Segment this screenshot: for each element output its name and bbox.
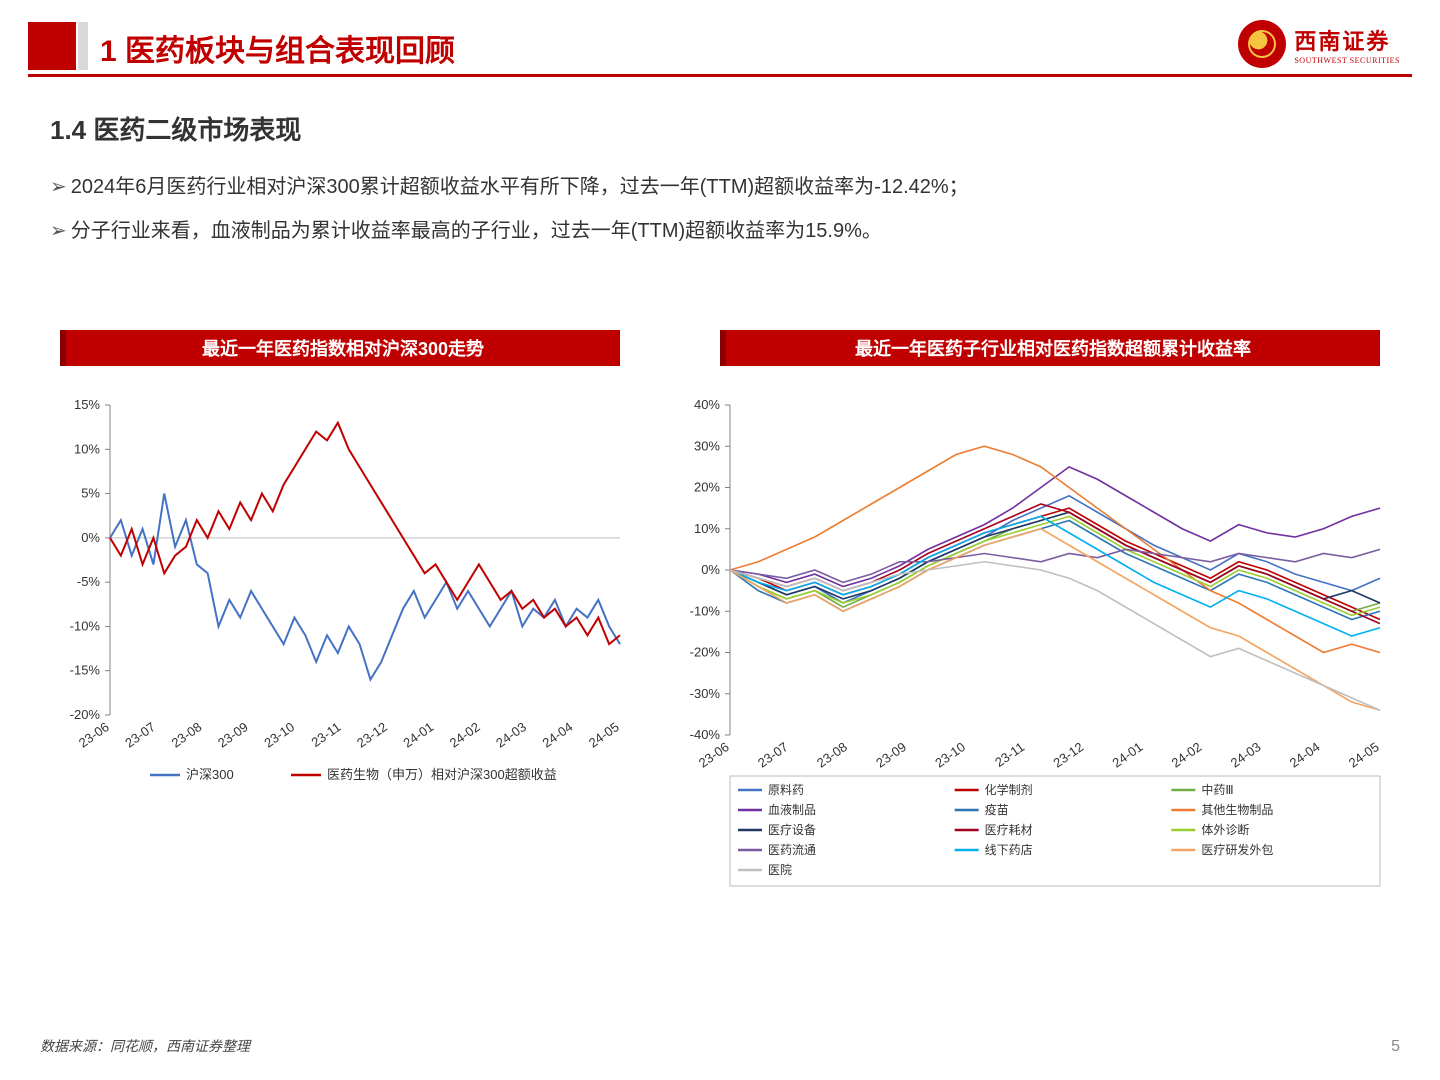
chart2: -40% -30% -20% -10% 0% 10% 20% 30% 40% 23-06 23-07… [660,385,1400,905]
svg-text:10%: 10% [694,521,720,536]
chart1: -20% -15% -10% -5% 0% 5% 10% 15% 23-06 23-07 23-08… [40,385,640,805]
svg-text:医院: 医院 [768,863,792,877]
svg-text:沪深300: 沪深300 [186,767,234,782]
svg-text:-40%: -40% [690,727,721,742]
svg-text:24-03: 24-03 [1228,739,1264,770]
bullet-list: 2024年6月医药行业相对沪深300累计超额收益水平有所下降，过去一年(TTM)… [50,165,1380,253]
svg-text:疫苗: 疫苗 [985,802,1009,817]
svg-text:23-12: 23-12 [354,719,390,750]
svg-text:医药生物（申万）相对沪深300超额收益: 医药生物（申万）相对沪深300超额收益 [327,767,557,782]
svg-text:23-06: 23-06 [696,739,732,770]
svg-text:24-05: 24-05 [586,719,622,750]
svg-text:23-11: 23-11 [992,739,1027,770]
svg-text:24-01: 24-01 [1110,739,1146,770]
chapter-title: 1 医药板块与组合表现回顾 [100,26,455,70]
svg-text:0%: 0% [701,562,720,577]
svg-text:医药流通: 医药流通 [768,843,816,857]
page-number: 5 [1391,1038,1400,1056]
svg-text:23-06: 23-06 [76,719,112,750]
brand-logo: 西南证券 SOUTHWEST SECURITIES [1238,20,1400,68]
svg-text:医疗研发外包: 医疗研发外包 [1201,842,1273,857]
svg-text:医疗设备: 医疗设备 [768,823,816,837]
bullet-1: 2024年6月医药行业相对沪深300累计超额收益水平有所下降，过去一年(TTM)… [50,165,1380,209]
logo-cn: 西南证券 [1294,24,1400,56]
svg-text:线下药店: 线下药店 [985,843,1033,857]
svg-text:中药Ⅲ: 中药Ⅲ [1201,782,1233,797]
svg-text:24-05: 24-05 [1346,739,1382,770]
svg-text:30%: 30% [694,438,720,453]
svg-text:23-12: 23-12 [1050,739,1086,770]
data-source: 数据来源：同花顺，西南证券整理 [40,1036,250,1056]
header-accent-bar [78,22,88,70]
svg-text:24-01: 24-01 [400,719,436,750]
svg-text:23-10: 23-10 [261,719,297,750]
section-title: 1.4 医药二级市场表现 [50,110,301,147]
svg-text:-20%: -20% [70,707,101,722]
header-accent-block [28,22,76,70]
svg-text:血液制品: 血液制品 [768,802,816,817]
svg-text:20%: 20% [694,480,720,495]
svg-text:其他生物制品: 其他生物制品 [1201,803,1273,817]
logo-en: SOUTHWEST SECURITIES [1294,56,1400,65]
svg-text:24-02: 24-02 [447,719,483,750]
svg-text:24-02: 24-02 [1169,739,1205,770]
svg-text:23-09: 23-09 [215,719,251,750]
svg-text:-20%: -20% [690,645,721,660]
svg-text:23-10: 23-10 [932,739,968,770]
svg-text:原料药: 原料药 [768,783,804,797]
svg-text:23-09: 23-09 [873,739,909,770]
svg-text:0%: 0% [81,530,100,545]
svg-text:23-11: 23-11 [308,719,343,750]
logo-mark [1238,20,1286,68]
header-rule [28,74,1412,77]
chart2-title: 最近一年医药子行业相对医药指数超额累计收益率 [720,330,1380,366]
svg-text:40%: 40% [694,397,720,412]
svg-text:-10%: -10% [70,618,101,633]
svg-text:5%: 5% [81,486,100,501]
svg-text:24-04: 24-04 [1287,739,1323,770]
svg-text:24-03: 24-03 [493,719,529,750]
svg-text:23-08: 23-08 [169,719,205,750]
svg-text:-30%: -30% [690,686,721,701]
svg-text:-15%: -15% [70,663,101,678]
chart1-title: 最近一年医药指数相对沪深300走势 [60,330,620,366]
bullet-2: 分子行业来看，血液制品为累计收益率最高的子行业，过去一年(TTM)超额收益率为1… [50,209,1380,253]
svg-text:体外诊断: 体外诊断 [1201,822,1249,837]
svg-text:24-04: 24-04 [540,719,576,750]
svg-text:-10%: -10% [690,603,721,618]
svg-text:10%: 10% [74,441,100,456]
svg-text:15%: 15% [74,397,100,412]
svg-text:23-08: 23-08 [814,739,850,770]
svg-text:医疗耗材: 医疗耗材 [985,823,1033,837]
svg-text:化学制剂: 化学制剂 [985,782,1033,797]
svg-text:23-07: 23-07 [122,719,158,750]
svg-text:-5%: -5% [77,574,101,589]
svg-text:23-07: 23-07 [755,739,791,770]
